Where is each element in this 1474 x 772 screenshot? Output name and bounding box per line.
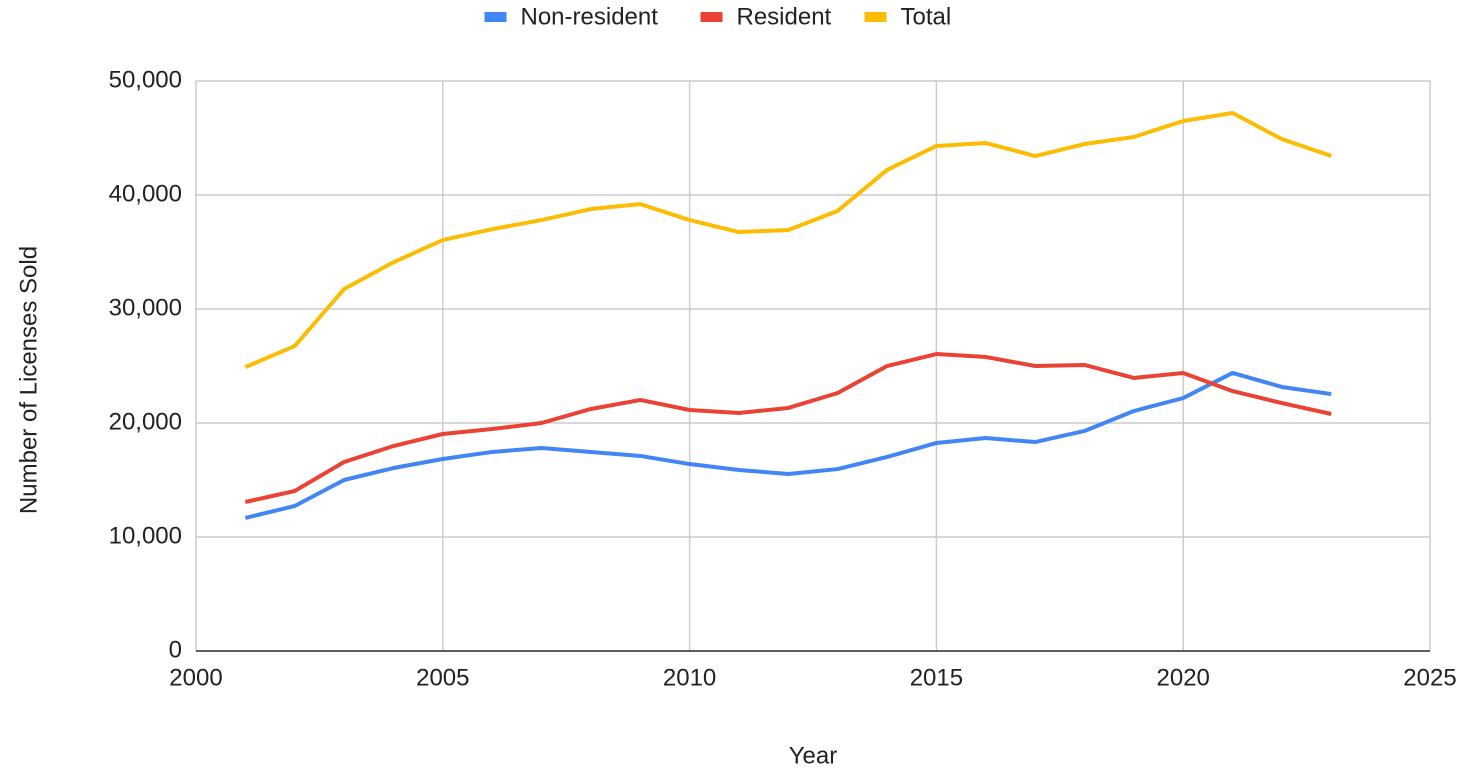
y-axis-label: Number of Licenses Sold bbox=[15, 246, 42, 514]
y-tick-label: 50,000 bbox=[109, 66, 182, 93]
x-tick-label: 2005 bbox=[416, 664, 469, 691]
y-tick-label: 40,000 bbox=[109, 180, 182, 207]
legend-label: Non-resident bbox=[521, 3, 659, 30]
x-tick-label: 2015 bbox=[910, 664, 963, 691]
x-tick-label: 2020 bbox=[1157, 664, 1210, 691]
legend-swatch bbox=[700, 12, 723, 22]
y-tick-label: 10,000 bbox=[109, 522, 182, 549]
y-tick-label: 0 bbox=[169, 636, 182, 663]
x-axis-label: Year bbox=[789, 742, 838, 769]
x-tick-label: 2000 bbox=[169, 664, 222, 691]
y-tick-label: 30,000 bbox=[109, 294, 182, 321]
legend-swatch bbox=[484, 12, 507, 22]
legend-swatch bbox=[864, 12, 887, 22]
y-tick-label: 20,000 bbox=[109, 408, 182, 435]
legend-label: Resident bbox=[737, 3, 832, 30]
series-line bbox=[244, 111, 1332, 369]
legend-label: Total bbox=[901, 3, 952, 30]
series-line bbox=[244, 352, 1332, 504]
series-line bbox=[244, 370, 1332, 520]
x-tick-label: 2025 bbox=[1403, 664, 1456, 691]
x-tick-label: 2010 bbox=[663, 664, 716, 691]
